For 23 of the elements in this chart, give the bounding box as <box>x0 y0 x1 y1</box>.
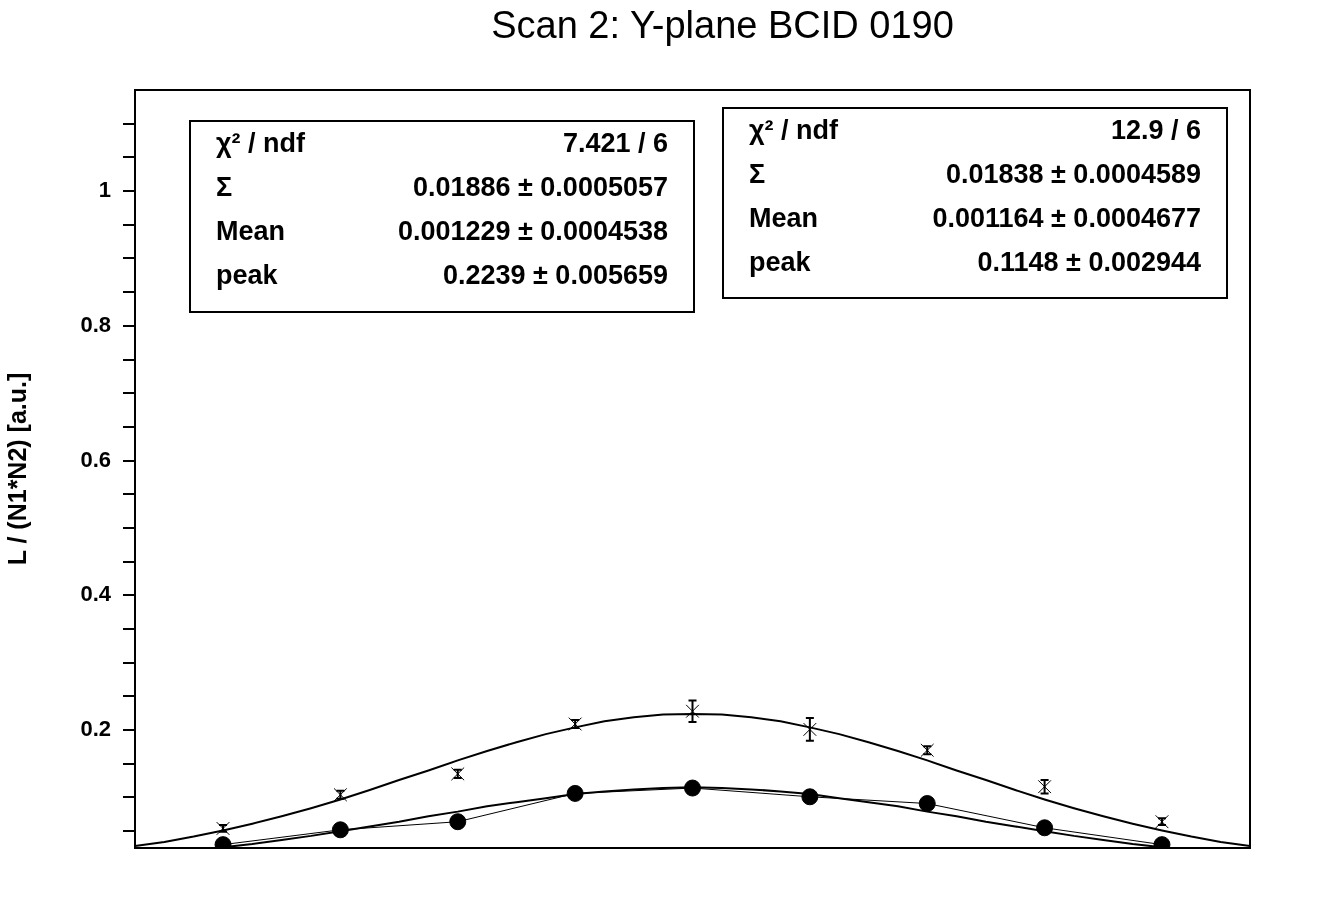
y-tick-label: 0.8 <box>80 311 111 337</box>
annotation: 12.9 / 6 <box>1110 115 1201 146</box>
annotation: 0.001164 ± 0.0004677 <box>932 203 1201 234</box>
annotation: Σ <box>216 172 233 203</box>
annotation: χ² / ndf <box>749 115 840 146</box>
annotation: Mean <box>749 203 819 234</box>
annotation: Mean <box>216 216 286 247</box>
y-tick-label: 0.4 <box>80 581 112 607</box>
annotation: Σ <box>749 159 766 190</box>
chart-title: Scan 2: Y-plane BCID 0190 <box>491 4 954 47</box>
annotation: 0.2239 ± 0.005659 <box>442 260 668 291</box>
annotation: 7.421 / 6 <box>562 128 668 159</box>
annotation: 0.01838 ± 0.0004589 <box>945 159 1201 190</box>
y-tick-label: 0.2 <box>80 716 111 742</box>
annotation: 0.001229 ± 0.0004538 <box>397 216 668 247</box>
annotation: peak <box>749 247 812 278</box>
y-tick-label: 0.6 <box>80 446 111 472</box>
y-tick-label: 1 <box>98 177 111 203</box>
annotation: χ² / ndf <box>216 128 307 159</box>
annotation: 0.1148 ± 0.002944 <box>977 247 1201 278</box>
annotation: 0.01886 ± 0.0005057 <box>412 172 668 203</box>
annotation: peak <box>216 260 279 291</box>
y-axis-title: L / (N1*N2) [a.u.] <box>2 372 31 566</box>
